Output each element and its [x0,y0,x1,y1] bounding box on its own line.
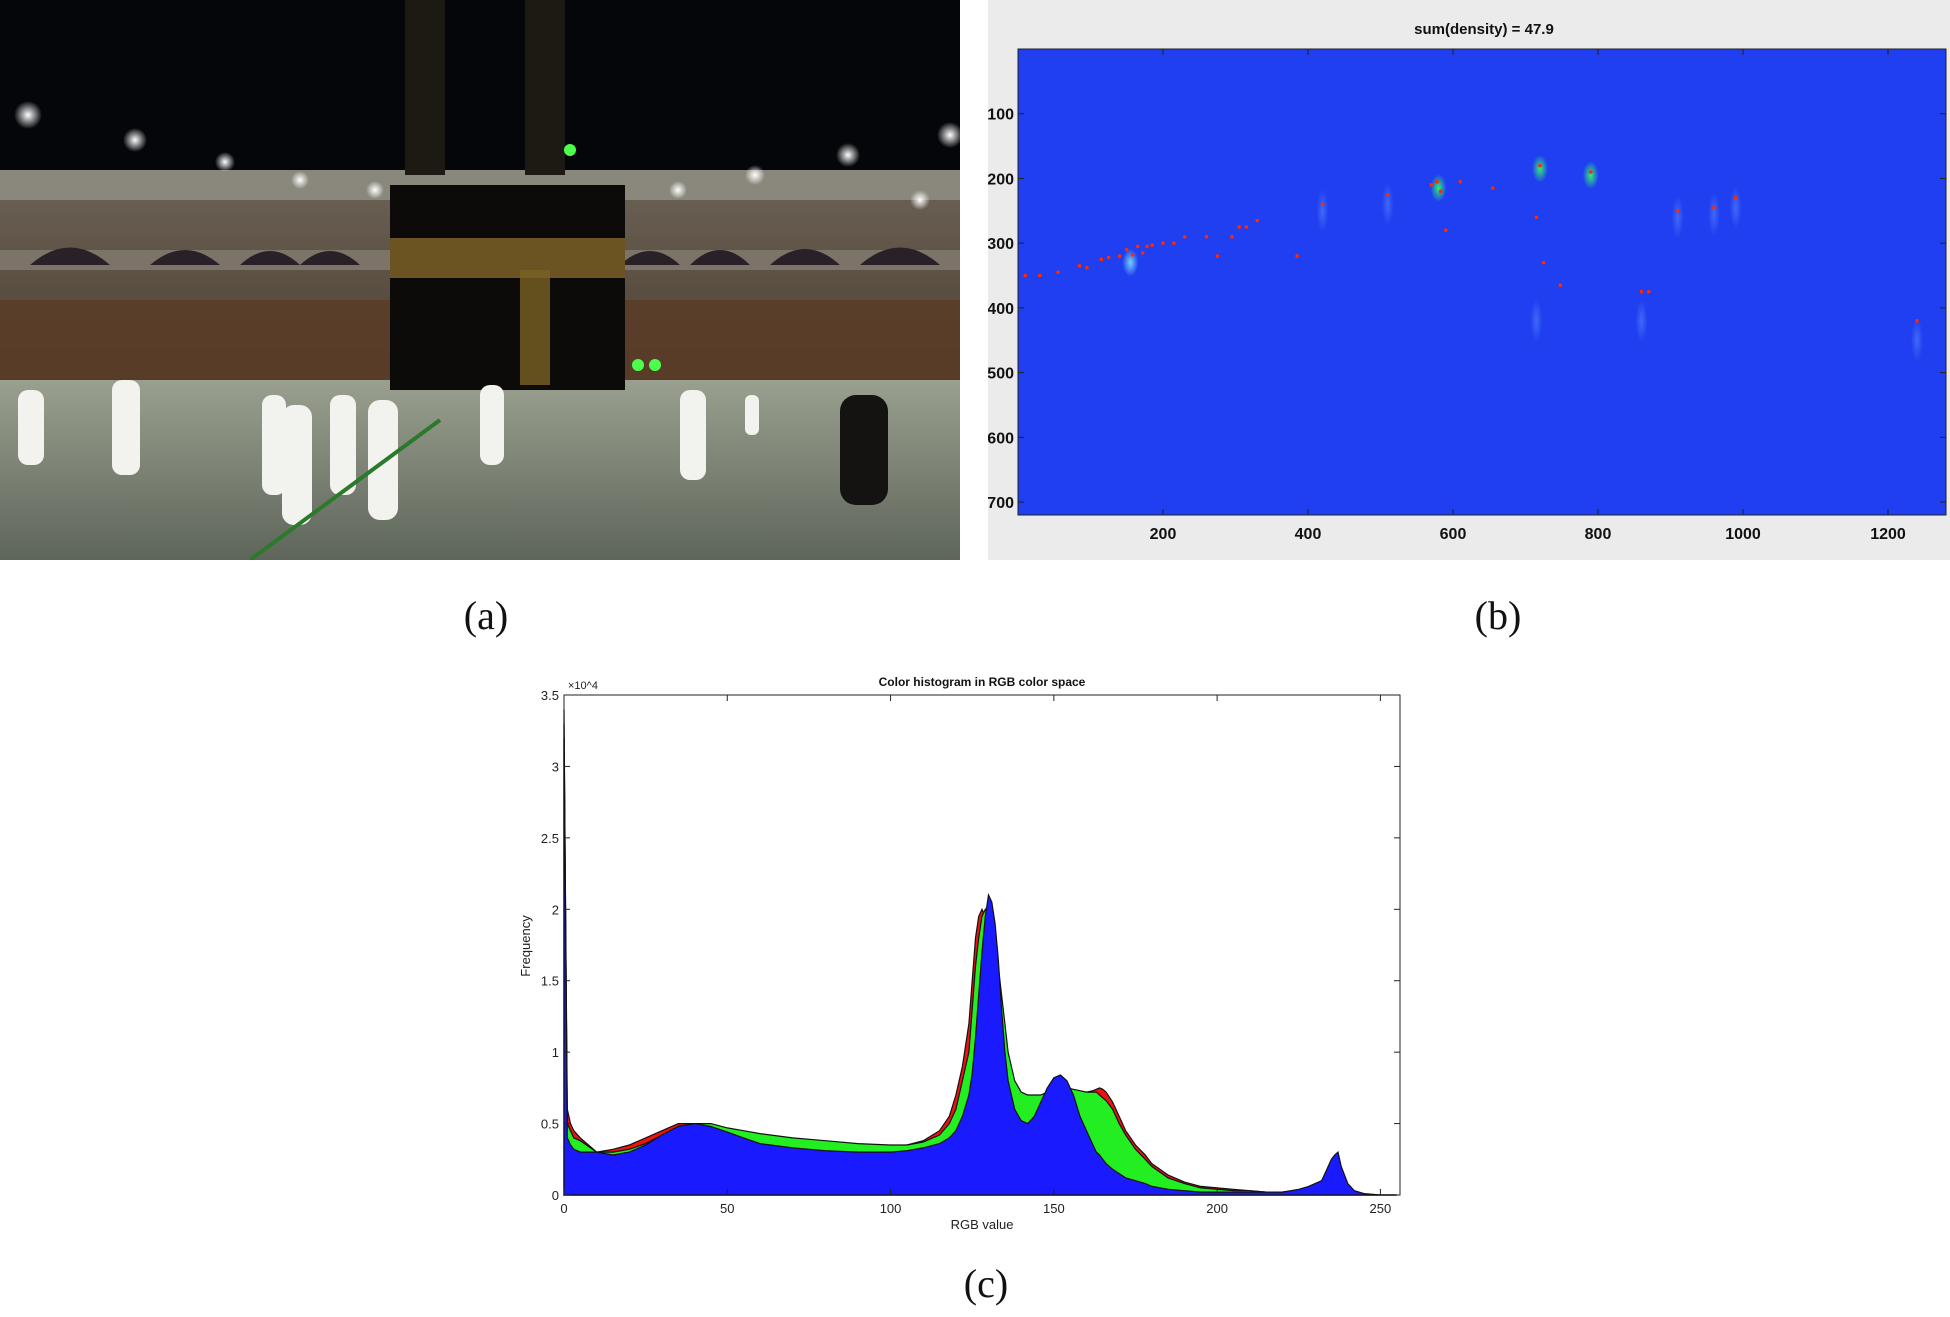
density-glow [1316,188,1329,233]
head-point [1733,196,1738,200]
head-point [1172,241,1176,245]
x-tick-label: 100 [880,1201,902,1216]
head-point [1429,183,1434,187]
head-point [1085,265,1089,270]
head-point [1037,273,1042,278]
x-tick-label: 400 [1295,526,1322,543]
x-tick-label: 800 [1585,526,1612,543]
head-point [1023,273,1028,278]
rgb-histogram-panel: Color histogram in RGB color space 0 50 10… [512,675,1412,1236]
y-tick-label: 0.5 [541,1117,559,1132]
head-point [1145,244,1149,249]
y-tick-label: 1 [552,1045,559,1060]
density-map-chart: sum(density) = 47.9 200 400 600 800 1000 1200… [987,21,1947,543]
density-glow [1530,298,1543,343]
y-tick-label: 0 [552,1188,559,1203]
head-point [1538,163,1542,168]
head-point [1675,209,1680,213]
density-glow [1122,248,1139,277]
head-point [1443,228,1448,233]
head-point [1588,170,1593,174]
histogram-y-axis-label: Frequency [518,915,533,977]
caption-c: (c) [963,1261,1009,1306]
density-glow [1671,195,1684,240]
x-tick-label: 250 [1370,1201,1392,1216]
x-tick-label: 0 [560,1201,567,1216]
head-point [1244,225,1249,229]
histogram-x-axis-label: RGB value [951,1217,1014,1232]
head-point [1558,283,1563,288]
head-point [1056,270,1060,275]
density-map-title: sum(density) = 47.9 [1414,21,1554,38]
head-point [1237,225,1241,229]
y-tick-label: 1.5 [541,974,559,989]
head-point [1646,289,1651,294]
density-glow [1532,154,1548,183]
density-glow [1708,192,1720,237]
head-point [1639,289,1644,294]
head-point [1534,215,1539,220]
head-point [1117,254,1122,258]
density-glow [1582,161,1599,190]
density-glow [1635,298,1648,343]
x-tick-label: 200 [1150,526,1177,543]
density-glow [1430,174,1447,203]
head-point [1385,192,1390,197]
x-tick-label: 50 [720,1201,734,1216]
y-tick-label: 2 [552,902,559,917]
x-tick-label: 200 [1206,1201,1228,1216]
head-point [1458,179,1463,184]
y-tick-label: 500 [988,366,1014,383]
head-point [1106,255,1111,260]
head-point [1295,254,1299,258]
y-tick-label: 400 [988,301,1014,318]
y-tick-label: 200 [988,171,1014,188]
histogram-title: Color histogram in RGB color space [879,676,1086,689]
head-point [1915,319,1919,323]
head-point [1215,254,1220,258]
x-tick-label: 1200 [1870,526,1906,543]
head-point [1255,218,1260,223]
y-tick-label: 700 [988,495,1014,512]
head-point [1099,257,1104,262]
y-tick-label: 100 [988,107,1014,124]
rgb-histogram-chart: Color histogram in RGB color space 0 50 10… [518,675,1401,1232]
photo-image [0,0,960,560]
caption-b: (b) [1474,593,1522,638]
y-tick-label: 2.5 [541,831,559,846]
head-point [1124,247,1129,252]
density-map-panel: sum(density) = 47.9 200 400 600 800 1000 1200… [987,0,1950,560]
head-point [1435,179,1439,184]
x-tick-label: 1000 [1725,526,1761,543]
head-point [1077,264,1082,268]
density-map-plot-area [1017,48,1947,516]
head-point [1161,241,1165,245]
head-point [1135,244,1140,249]
x-tick-label: 600 [1440,526,1467,543]
y-tick-label: 600 [988,430,1014,447]
head-point [1320,202,1325,207]
head-point [1130,253,1135,257]
head-point [1150,243,1154,247]
caption-a: (a) [463,593,509,638]
histogram-y-multiplier: ×10^4 [568,680,598,692]
head-point [1438,189,1443,194]
density-glow [1381,182,1394,227]
y-tick-label: 3 [552,759,559,774]
head-point [1491,186,1495,190]
y-tick-label: 3.5 [541,688,559,703]
head-point [1712,205,1716,210]
mosque-photo [0,0,960,560]
histogram-series-b [563,709,1397,1196]
head-point [1182,234,1187,239]
head-point [1140,251,1145,255]
head-point [1541,260,1546,265]
head-point [1204,234,1209,239]
x-tick-label: 150 [1043,1201,1065,1216]
y-tick-label: 300 [988,236,1014,253]
density-glow [1729,185,1742,230]
density-glow [1911,318,1923,363]
head-point [1230,234,1234,239]
